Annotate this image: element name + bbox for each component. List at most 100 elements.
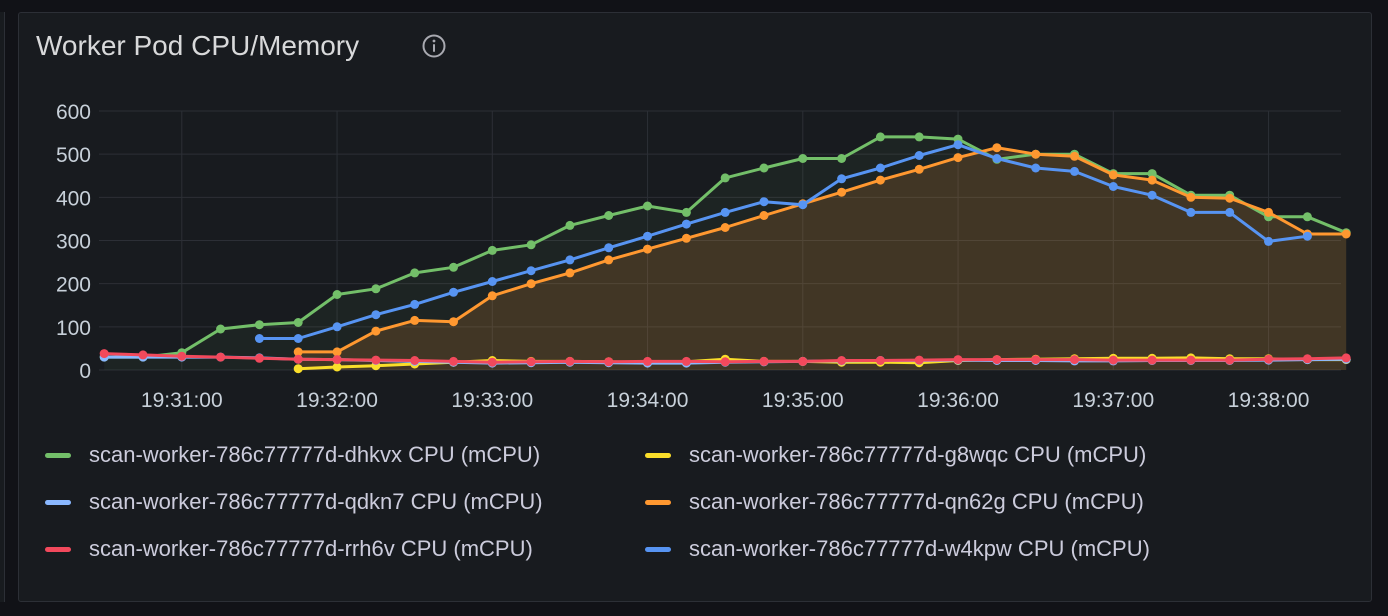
data-point [875, 356, 885, 365]
legend-label: scan-worker-786c77777d-qn62g CPU (mCPU) [689, 489, 1144, 514]
info-circle-icon[interactable] [422, 34, 446, 58]
data-point [1070, 355, 1079, 365]
legend-item[interactable]: scan-worker-786c77777d-dhkvx Mem (MB/10) [45, 572, 541, 585]
data-point [992, 154, 1002, 163]
y-tick-label: 100 [56, 317, 91, 340]
data-point [1264, 354, 1273, 364]
data-point [798, 154, 808, 163]
legend-item[interactable]: scan-worker-786c77777d-dhkvx CPU (mCPU) [45, 431, 540, 479]
data-point [1147, 355, 1157, 365]
data-point [681, 233, 691, 243]
data-point [1186, 355, 1196, 365]
data-point [449, 356, 458, 366]
data-point [953, 153, 963, 163]
data-point [1031, 163, 1041, 173]
data-point [720, 223, 730, 232]
legend-swatch [45, 452, 71, 458]
data-point [1070, 166, 1079, 176]
data-point [293, 354, 303, 364]
legend-label: scan-worker-786c77777d-rrh6v CPU (mCPU) [89, 536, 533, 561]
data-point [487, 245, 497, 255]
data-point [332, 347, 342, 357]
data-point [798, 356, 808, 366]
data-point [177, 351, 187, 361]
legend-label: scan-worker-786c77777d-dhkvx CPU (mCPU) [89, 442, 541, 467]
data-point [565, 268, 575, 278]
y-tick-label: 300 [56, 231, 91, 254]
data-point [914, 132, 924, 142]
data-point [526, 357, 536, 367]
data-point [759, 197, 769, 207]
data-point [953, 140, 963, 150]
data-point [565, 255, 575, 265]
axis-labels: 0 100 200 300 400 500 600 19:31:00 19:32:00 19:33… [56, 101, 1309, 412]
legend-label: scan-worker-786c77777d-qdkn7 CPU (mCPU) [89, 489, 543, 514]
data-point [914, 164, 924, 174]
data-point [1108, 355, 1118, 365]
data-point [1070, 151, 1079, 161]
legend-item[interactable]: scan-worker-786c77777d-qn62g CPU (mCPU) [645, 478, 1144, 526]
data-point [875, 132, 885, 142]
legend-item[interactable]: scan-worker-786c77777d-g8wqc CPU (mCPU) [645, 431, 1146, 479]
data-point [798, 200, 808, 210]
data-point [254, 334, 264, 343]
data-point [371, 326, 381, 336]
series-area [104, 136, 1347, 370]
series-line [259, 143, 1308, 340]
data-point [449, 287, 458, 297]
data-point [1186, 207, 1196, 217]
data-point [410, 315, 420, 325]
data-point [293, 334, 303, 343]
legend-label: scan-worker-786c77777d-dhkvx Mem (MB/10) [89, 583, 541, 585]
legend-item[interactable]: scan-worker-786c77777d-rrh6v CPU (mCPU) [45, 525, 533, 573]
data-point [1264, 207, 1273, 217]
data-point [953, 355, 963, 365]
data-point [604, 357, 614, 367]
x-tick-label: 19:31:00 [141, 389, 223, 412]
data-point [1147, 175, 1157, 185]
data-point [332, 290, 342, 299]
legend-item[interactable]: scan-worker-786c77777d-qdkn7 CPU (mCPU) [45, 478, 543, 526]
data-point [487, 291, 497, 301]
data-point [1147, 169, 1157, 179]
adjacent-panel-edge [0, 12, 5, 602]
panel-title: Worker Pod CPU/Memory [36, 30, 360, 61]
data-point [254, 320, 264, 330]
data-point [1302, 231, 1312, 241]
data-point [526, 279, 536, 289]
series-line [298, 146, 1347, 354]
data-point [487, 357, 497, 367]
y-tick-label: 600 [56, 101, 91, 124]
data-point [643, 201, 652, 211]
x-tick-label: 19:36:00 [917, 389, 999, 412]
x-tick-label: 19:32:00 [296, 389, 378, 412]
data-point [1108, 182, 1118, 191]
data-point [643, 244, 652, 254]
data-point [410, 268, 420, 278]
data-point [1302, 354, 1312, 364]
x-tick-label: 19:33:00 [451, 389, 533, 412]
x-tick-label: 19:34:00 [607, 389, 689, 412]
series-area [298, 147, 1347, 370]
data-point [681, 356, 691, 366]
data-point [1225, 207, 1235, 217]
data-point [837, 154, 847, 163]
data-point [410, 299, 420, 309]
data-point [914, 355, 924, 365]
y-tick-label: 200 [56, 274, 91, 297]
legend-swatch [645, 452, 671, 458]
x-tick-label: 19:35:00 [762, 389, 844, 412]
data-point [293, 318, 303, 327]
data-point [332, 355, 342, 365]
y-tick-label: 0 [79, 360, 91, 383]
legend-item[interactable]: scan-worker-786c77777d-g8wqc Mem (MB/10) [645, 572, 1148, 585]
line-chart: 0 100 200 300 400 500 600 19:31:00 19:32:00 19:33… [56, 101, 1351, 412]
data-point [604, 243, 614, 253]
data-point [565, 356, 575, 366]
y-tick-label: 500 [56, 144, 91, 167]
data-point [681, 219, 691, 229]
legend-swatch [45, 546, 71, 552]
legend-item[interactable]: scan-worker-786c77777d-w4kpw CPU (mCPU) [645, 525, 1150, 573]
data-point [1186, 192, 1196, 202]
data-point [720, 173, 730, 183]
